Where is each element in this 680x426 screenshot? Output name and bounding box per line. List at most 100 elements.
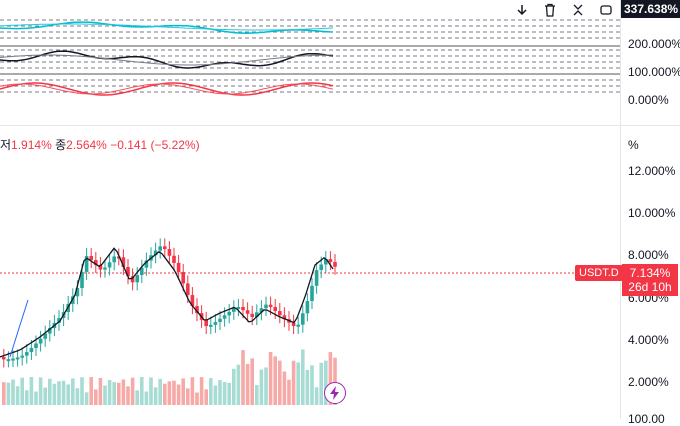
volume-bar (273, 356, 277, 405)
volume-bar (218, 380, 222, 405)
price-scale-tick: 2.000% (628, 375, 669, 389)
ohlc-legend: 저1.914% 종2.564% −0.141 (−5.22%) (0, 136, 200, 153)
current-price-label: 7.134% 26d 10h (622, 264, 678, 296)
candle-body (2, 357, 6, 360)
candle-body (117, 256, 121, 259)
volume-bar (176, 384, 181, 405)
volume-bar (186, 388, 190, 405)
volume-bar (80, 377, 84, 405)
candle-body (204, 319, 208, 327)
candle-body (278, 311, 282, 316)
candle-body (250, 313, 254, 318)
candle-body (245, 310, 250, 314)
volume-bar (75, 388, 80, 405)
candle-body (167, 249, 172, 256)
volume-bar (199, 377, 204, 405)
price-scale-tick: 10.000% (628, 206, 676, 220)
scale-unit-label[interactable]: % (628, 138, 639, 152)
candle-body (25, 352, 29, 356)
candle-body (98, 264, 103, 270)
flash-icon[interactable] (324, 382, 346, 404)
volume-bar (305, 369, 310, 405)
candle-body (227, 311, 231, 316)
candle-body (181, 271, 185, 284)
volume-bar (130, 377, 135, 405)
candle-body (255, 312, 259, 318)
price-scale-tick: 8.000% (628, 248, 669, 262)
candle-body (6, 359, 11, 362)
candle-body (57, 318, 61, 323)
arrow-down-icon[interactable] (508, 0, 536, 20)
volume-bar (319, 362, 323, 405)
volume-bar (314, 387, 319, 405)
volume-bar (140, 377, 144, 405)
indicator-line-dark (0, 50, 334, 69)
candle-body (296, 324, 300, 327)
maximize-icon[interactable] (592, 0, 620, 20)
candle-body (29, 347, 34, 353)
volume-bar (324, 360, 328, 405)
volume-bar (181, 378, 185, 405)
low-label: 저 (0, 138, 12, 152)
upper-scale-tick: 100.000% (628, 65, 680, 79)
volume-bar (328, 352, 333, 405)
candle-body (130, 276, 135, 283)
candle-body (190, 295, 195, 307)
volume-bar (227, 382, 231, 405)
candle-body (241, 306, 245, 311)
candle-body (213, 322, 218, 325)
volume-bar (6, 382, 11, 405)
volume-bar (48, 378, 52, 405)
volume-bar (15, 386, 20, 405)
volume-bar (25, 390, 29, 405)
volume-bar (195, 392, 199, 405)
candle-body (43, 333, 47, 339)
volume-bar (278, 360, 282, 405)
indicator-value-label: 337.638% (621, 0, 680, 18)
price-scale-tick: 4.000% (628, 333, 669, 347)
volume-bar (241, 350, 245, 405)
candle-body (140, 267, 144, 276)
collapse-icon[interactable] (564, 0, 592, 20)
candle-body (218, 318, 222, 323)
change-value: −0.141 (−5.22%) (110, 138, 200, 152)
volume-bar (84, 392, 89, 405)
candle-body (158, 246, 162, 251)
volume-bar (149, 377, 153, 405)
volume-bar (167, 381, 172, 405)
candle-body (273, 307, 277, 312)
candle-body (153, 250, 158, 256)
candle-body (135, 275, 139, 283)
close-value: 2.564% (66, 138, 107, 152)
candle-body (314, 270, 319, 286)
pane-toolbar (508, 0, 620, 20)
candle-body (328, 259, 333, 262)
candle-body (80, 271, 84, 289)
candle-body (319, 264, 323, 271)
candle-body (75, 288, 80, 297)
volume-bar (333, 357, 337, 405)
candle-body (305, 301, 310, 314)
volume-bar (163, 383, 167, 405)
volume-bar (94, 389, 98, 405)
main-chart-pane[interactable] (0, 125, 620, 419)
indicator-pane[interactable] (0, 0, 620, 112)
candle-body (291, 322, 296, 326)
candle-body (236, 306, 241, 309)
volume-bar (209, 378, 213, 405)
pane-divider[interactable] (0, 125, 680, 126)
price-scale[interactable] (620, 0, 680, 419)
trash-icon[interactable] (536, 0, 564, 20)
volume-bar (172, 380, 176, 405)
candle-body (209, 324, 213, 327)
candle-body (232, 308, 236, 312)
volume-bar (43, 387, 47, 405)
volume-bar (310, 365, 314, 405)
volume-bar (20, 377, 24, 405)
indicator-line-red-signal (0, 83, 334, 95)
volume-bar (11, 379, 15, 405)
candle-body (172, 255, 176, 263)
volume-bar (107, 379, 112, 405)
price-scale-tick: 12.000% (628, 164, 676, 178)
volume-bar (34, 391, 38, 405)
